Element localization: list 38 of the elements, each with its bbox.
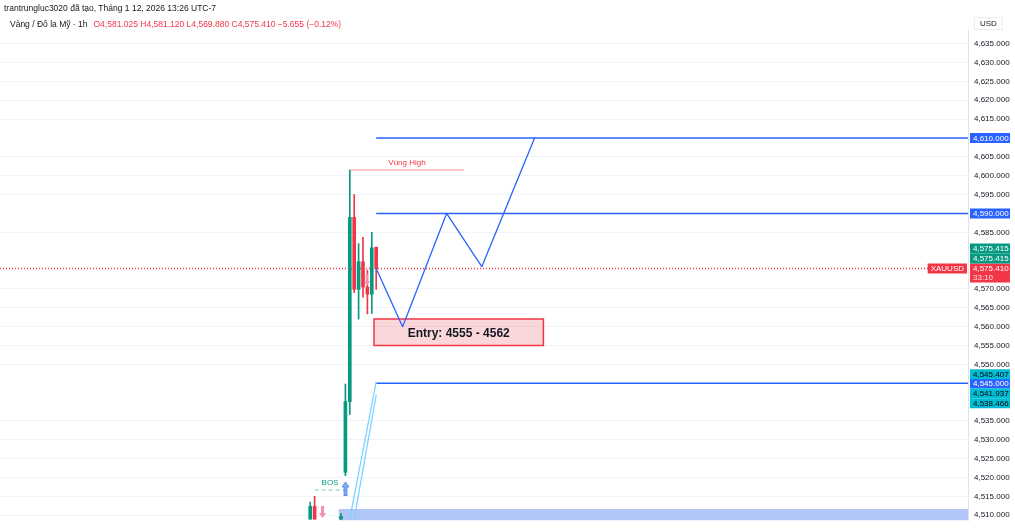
y-tick-label: 4,525.000 [974,453,1011,463]
y-tick-label: 4,550.000 [974,359,1011,369]
y-tick-label: 4,555.000 [974,340,1011,350]
chart-subtitle: Vàng / Đô la Mỹ · 1h [10,19,88,29]
y-tick-label: 4,510.000 [974,510,1011,520]
text: 4,541.937 [973,388,1010,398]
y-tick-label: 4,585.000 [974,227,1011,237]
ref-line-label: 4,545.000 [973,378,1010,388]
y-tick-label: 4,605.000 [974,152,1011,162]
ref-line-label: BOS [321,478,339,488]
ref-line-label: 4,590.000 [973,209,1010,219]
text: 4,575.415 [973,244,1010,254]
ref-line-label: 4,610.000 [973,133,1010,143]
band-label: Entry: 4555 - 4562 [407,325,511,340]
y-tick-label: 4,570.000 [974,284,1011,294]
text: O4,581.025 H4,581.120 L4,569.880 C4,575.410 −5.655 (−0.12%) [93,19,342,29]
y-axis-title: USD [974,17,1003,30]
y-tick-label: 4,625.000 [974,76,1011,86]
y-tick-label: 4,630.000 [974,57,1011,67]
text: 33:10 [973,273,994,283]
y-tick-label: 4,635.000 [974,38,1011,48]
ref-line-label: 4,575.410 [973,264,1010,274]
y-tick-label: 4,620.000 [974,95,1011,105]
y-tick-label: 4,560.000 [974,321,1011,331]
text: 4,545.407 [973,369,1010,379]
text: 4,538.466 [973,398,1010,408]
y-tick-label: 4,520.000 [974,472,1011,482]
y-tick-label: 4,595.000 [974,189,1011,199]
y-tick-label: 4,600.000 [974,170,1011,180]
y-tick-label: 4,515.000 [974,491,1011,501]
annotation: XAUUSD [930,264,965,274]
y-tick-label: 4,535.000 [974,416,1011,426]
ref-line-label: Vùng High [388,158,426,168]
text: 4,575.415 [973,254,1010,264]
y-tick-label: 4,565.000 [974,303,1011,312]
y-tick-label: 4,615.000 [974,114,1011,124]
y-tick-label: 4,530.000 [974,435,1011,445]
chart-title: trantrungluc3020 đã tạo, Tháng 1 12, 2026 13:26 UTC-7 [4,3,217,13]
